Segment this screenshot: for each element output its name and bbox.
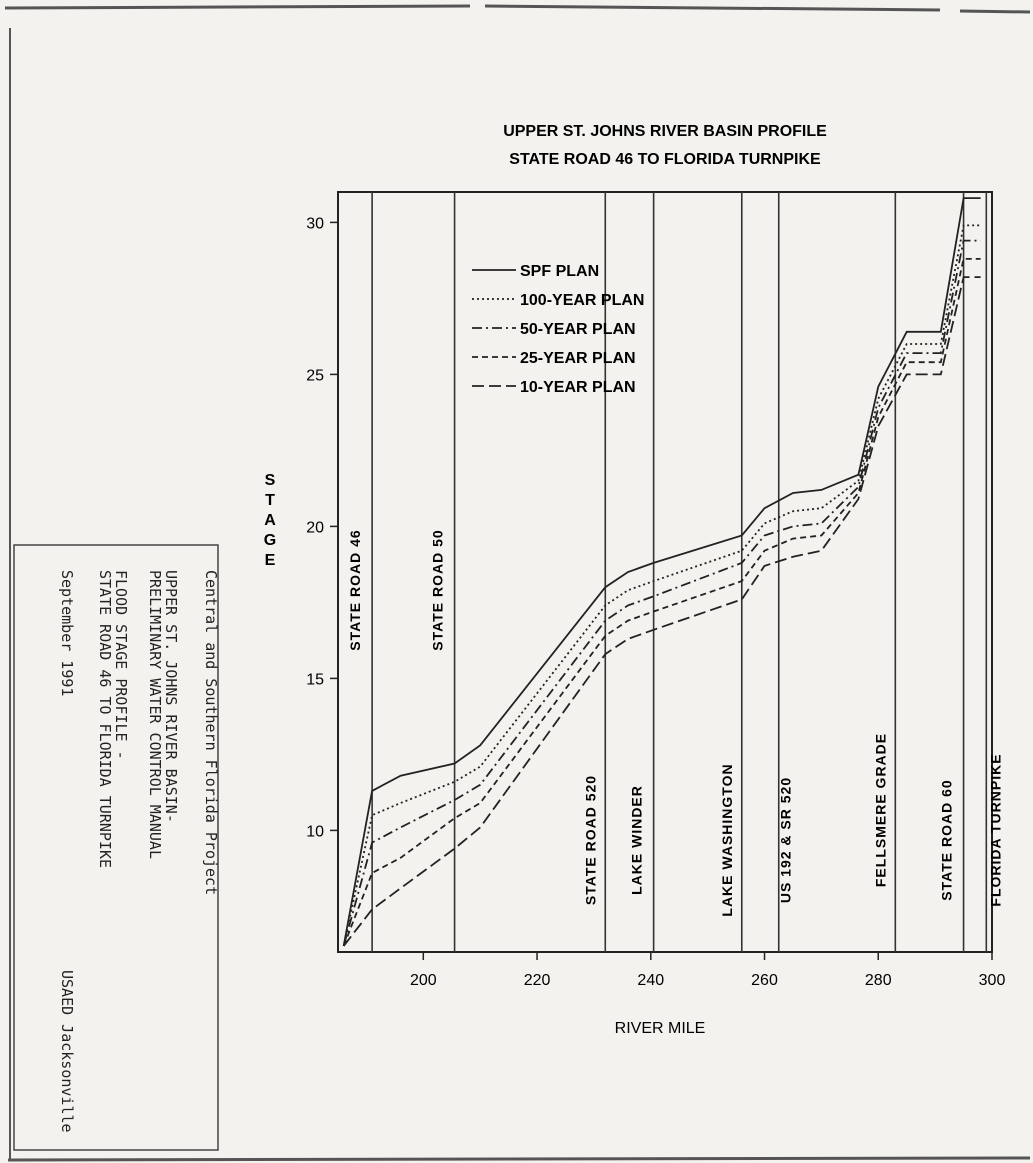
y-tick-label: 25 xyxy=(306,367,324,384)
title-block: Central and Southern Florida Project UPP… xyxy=(13,544,220,1151)
landmark-label: STATE ROAD 50 xyxy=(430,529,446,650)
x-tick-label: 220 xyxy=(524,972,551,989)
y-tick-label: 10 xyxy=(306,823,324,840)
title-block-line3: PRELIMINARY WATER CONTROL MANUAL xyxy=(146,570,164,859)
series-line xyxy=(342,276,981,947)
chart-title: UPPER ST. JOHNS RIVER BASIN PROFILE xyxy=(503,123,827,140)
title-block-line4: FLOOD STAGE PROFILE - xyxy=(112,570,130,760)
title-block-line2: UPPER ST. JOHNS RIVER BASIN- xyxy=(162,570,180,823)
chart: UPPER ST. JOHNS RIVER BASIN PROFILE STAT… xyxy=(264,123,1006,1037)
y-axis-title-letter: E xyxy=(265,552,276,569)
y-tick-label: 20 xyxy=(306,519,324,536)
series-line xyxy=(342,197,981,947)
landmark-label: STATE ROAD 60 xyxy=(939,779,955,900)
series-line xyxy=(342,239,981,947)
legend-label: 25-YEAR PLAN xyxy=(520,350,636,367)
x-tick-label: 240 xyxy=(637,972,664,989)
landmark-label: STATE ROAD 520 xyxy=(582,775,598,905)
legend-label: 100-YEAR PLAN xyxy=(520,292,644,309)
x-tick-label: 200 xyxy=(410,972,437,989)
x-axis-title: RIVER MILE xyxy=(615,1020,706,1037)
y-axis-title-letter: S xyxy=(265,472,276,489)
y-axis-title-letter: G xyxy=(264,532,276,549)
axis-ticks: 200 220 240 260 280 300 10 15 20 25 30 xyxy=(306,215,1005,989)
landmark-label: US 192 & SR 520 xyxy=(778,777,794,903)
title-block-line1: Central and Southern Florida Project xyxy=(202,570,220,895)
title-block-agency: USAED Jacksonville xyxy=(58,970,76,1133)
title-block-line5: STATE ROAD 46 TO FLORIDA TURNPIKE xyxy=(96,570,114,868)
page-border xyxy=(4,4,1031,1162)
chart-subtitle: STATE ROAD 46 TO FLORIDA TURNPIKE xyxy=(509,151,821,168)
plot-frame xyxy=(337,191,993,953)
series-lines xyxy=(342,197,981,947)
x-tick-label: 260 xyxy=(751,972,778,989)
legend-label: 50-YEAR PLAN xyxy=(520,321,636,338)
x-tick-label: 300 xyxy=(979,972,1006,989)
y-axis-title-letter: A xyxy=(264,512,276,529)
legend: SPF PLAN 100-YEAR PLAN 50-YEAR PLAN 25-YEAR… xyxy=(472,263,644,396)
legend-label: SPF PLAN xyxy=(520,263,599,280)
title-block-border xyxy=(13,544,219,1151)
landmark-lines: STATE ROAD 46 STATE ROAD 50 STATE ROAD 520… xyxy=(347,192,1003,952)
x-tick-label: 280 xyxy=(865,972,892,989)
landmark-label: STATE ROAD 46 xyxy=(347,529,363,650)
y-axis-title: STAGE xyxy=(264,472,276,569)
y-axis-title-letter: T xyxy=(265,492,275,509)
landmark-label: FELLSMERE GRADE xyxy=(872,733,888,887)
landmark-label: LAKE WASHINGTON xyxy=(719,763,735,916)
y-tick-label: 30 xyxy=(306,215,324,232)
title-block-date: September 1991 xyxy=(58,570,76,696)
series-line xyxy=(342,257,981,947)
y-tick-label: 15 xyxy=(306,671,324,688)
landmark-label: FLORIDA TURNPIKE xyxy=(987,753,1003,906)
legend-label: 10-YEAR PLAN xyxy=(520,379,636,396)
landmark-label: LAKE WINDER xyxy=(629,785,645,895)
